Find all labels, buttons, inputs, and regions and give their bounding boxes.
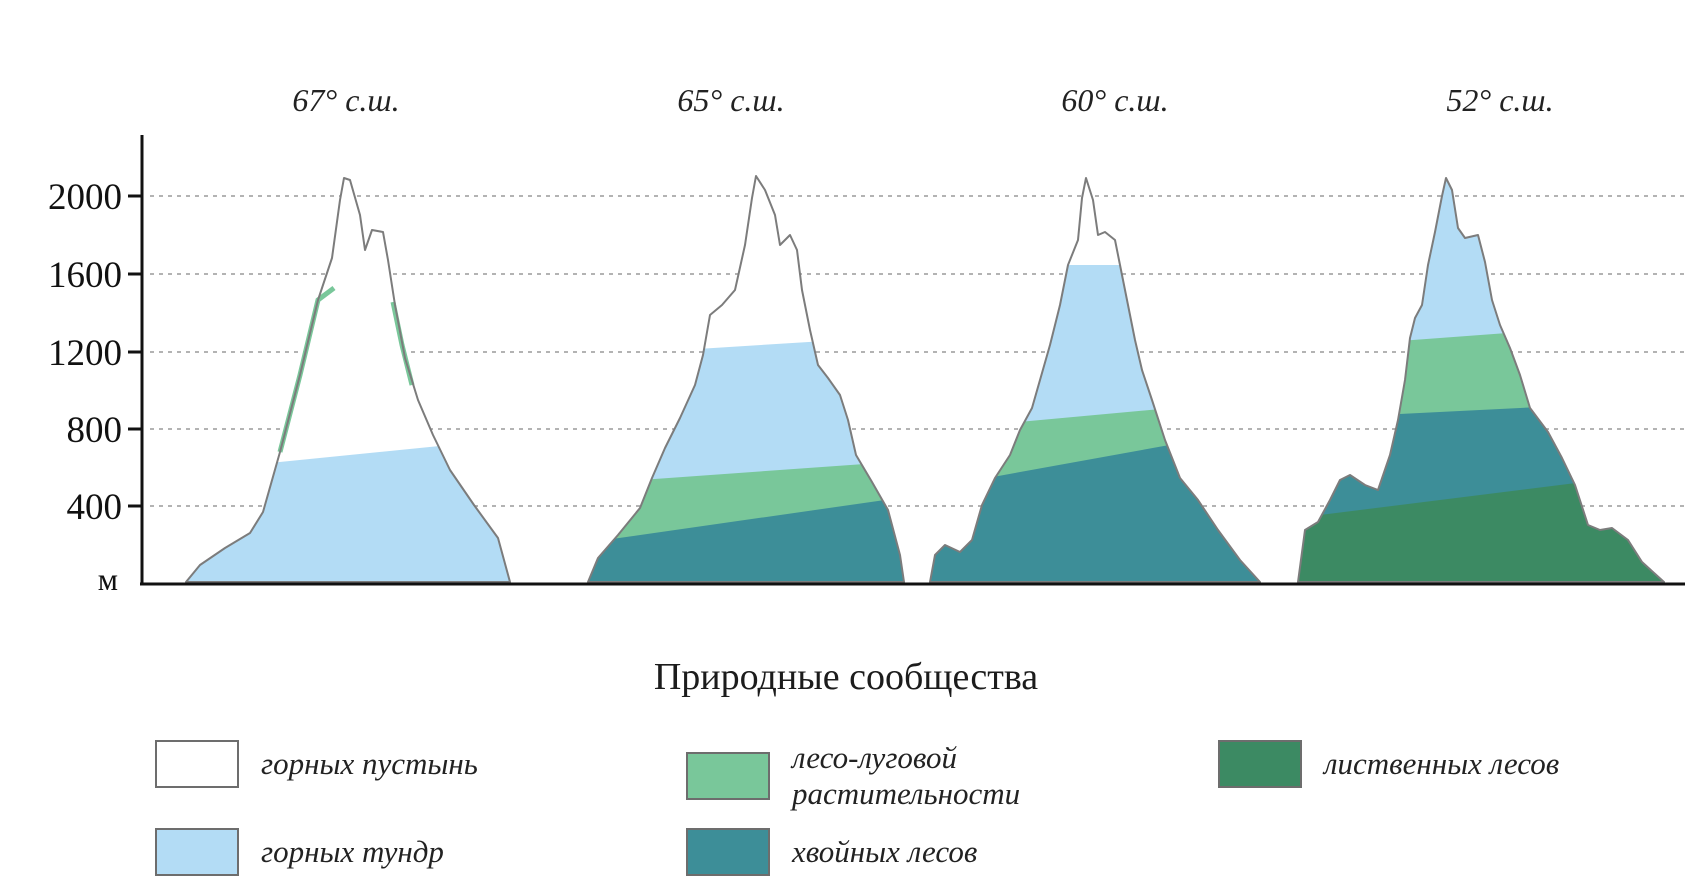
- legend-swatch-conifer: [686, 828, 770, 876]
- legend-swatch-meadow: [686, 752, 770, 800]
- mountain-60: [929, 177, 1261, 583]
- latitude-label-52: 52° с.ш.: [1446, 82, 1553, 118]
- mountain-52: [1297, 177, 1665, 583]
- latitude-label-67: 67° с.ш.: [292, 82, 399, 118]
- tick-label-1200: 1200: [48, 333, 122, 374]
- y-axis-ticks: [128, 194, 142, 508]
- tick-label-2000: 2000: [48, 177, 122, 218]
- zone-tundra-67: [186, 435, 510, 582]
- mountain-65: [587, 175, 905, 583]
- legend-label-desert: горных пустынь: [261, 746, 478, 781]
- legend-item-desert: горных пустынь: [155, 740, 478, 788]
- tick-label-800: 800: [67, 410, 123, 451]
- legend-item-conifer: хвойных лесов: [686, 828, 977, 876]
- legend-label-tundra: горных тундр: [261, 834, 444, 869]
- legend-label-meadow-line-2: растительности: [792, 776, 1021, 811]
- tick-label-1600: 1600: [48, 255, 122, 296]
- legend-item-deciduous: лиственных лесов: [1218, 740, 1559, 788]
- legend-swatch-desert: [155, 740, 239, 788]
- y-axis-unit: м: [98, 561, 118, 597]
- latitude-label-65: 65° с.ш.: [677, 82, 784, 118]
- tick-label-400: 400: [67, 487, 123, 528]
- legend-title: Природные сообщества: [653, 656, 1039, 698]
- zone-conifer-65: [588, 495, 904, 582]
- legend-label-conifer: хвойных лесов: [792, 834, 978, 869]
- legend-label-meadow-line-1: лесо-луговой: [792, 740, 957, 775]
- mountain-67: [185, 177, 511, 583]
- legend-label-deciduous: лиственных лесов: [1324, 746, 1560, 781]
- latitude-label-60: 60° с.ш.: [1061, 82, 1168, 118]
- legend-label-meadow: лесо-луговой растительности: [792, 740, 1020, 812]
- altitudinal-zonation-diagram: 67° с.ш. 65° с.ш. 60° с.ш. 52° с.ш.: [48, 82, 1685, 597]
- legend-swatch-deciduous: [1218, 740, 1302, 788]
- legend-item-meadow: лесо-луговой растительности: [686, 740, 1020, 812]
- legend-item-tundra: горных тундр: [155, 828, 444, 876]
- legend-swatch-tundra: [155, 828, 239, 876]
